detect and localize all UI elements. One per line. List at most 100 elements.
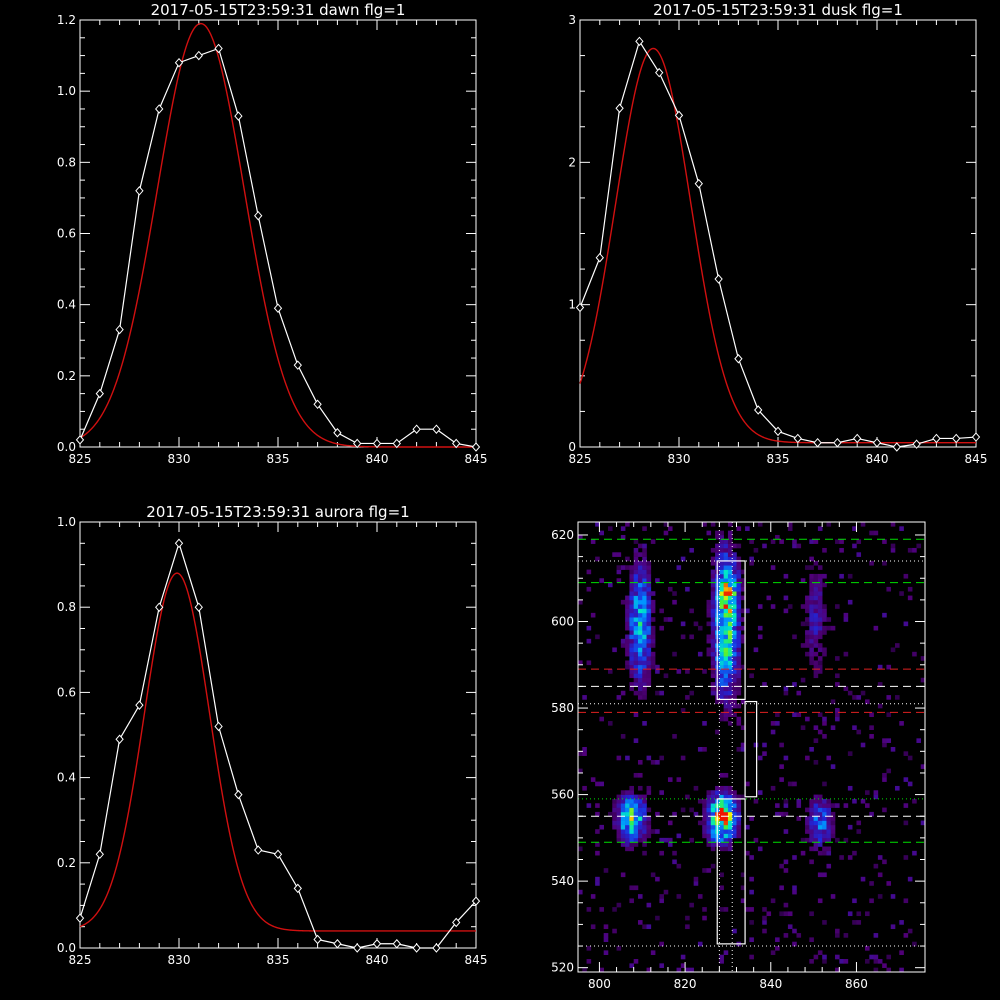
heatmap-cell — [817, 604, 823, 609]
heatmap-cell — [805, 651, 810, 657]
heatmap-cell — [637, 686, 643, 692]
heatmap-cell — [625, 811, 630, 817]
heatmap-cell — [590, 777, 596, 782]
heatmap-cell — [625, 522, 630, 527]
heatmap-cell — [706, 651, 712, 657]
y-tick-label: 1.2 — [57, 13, 76, 27]
heatmap-cell — [830, 803, 836, 808]
heatmap-cell — [637, 664, 643, 670]
heatmap-cell — [629, 664, 634, 670]
heatmap-cell — [723, 824, 729, 830]
heatmap-cell — [873, 863, 879, 869]
heatmap-cell — [907, 928, 913, 934]
heatmap-cell — [727, 790, 733, 795]
heatmap-cell — [719, 959, 724, 964]
heatmap-cell — [813, 660, 819, 666]
heatmap-cell — [642, 578, 647, 583]
heatmap-cell — [869, 734, 874, 739]
heatmap-cell — [676, 777, 682, 782]
region-box — [744, 700, 758, 798]
heatmap-cell — [727, 846, 733, 852]
observed-point — [95, 849, 104, 860]
heatmap-cell — [835, 837, 840, 843]
heatmap-cell — [822, 850, 827, 856]
heatmap-cell — [672, 811, 677, 817]
heatmap-cell — [813, 621, 819, 627]
heatmap-cell — [873, 933, 879, 938]
heatmap-cell — [612, 647, 617, 653]
y-tick-label: 0.2 — [57, 369, 76, 383]
heatmap-cell — [719, 573, 724, 579]
heatmap-cell — [685, 586, 690, 592]
y-tick-label: 1.0 — [57, 515, 76, 529]
heatmap-cell — [719, 634, 724, 640]
heatmap-cell — [599, 967, 604, 973]
heatmap-cell — [633, 837, 639, 843]
heatmap-cell — [749, 556, 754, 562]
heatmap-cell — [637, 612, 643, 618]
heatmap-cell — [899, 591, 904, 596]
heatmap-cell — [736, 703, 742, 709]
heatmap-cell — [822, 582, 827, 588]
heatmap-cell — [727, 807, 733, 813]
heatmap-cell — [642, 807, 647, 813]
heatmap-cell — [719, 824, 724, 830]
heatmap-cell — [637, 569, 643, 575]
heatmap-cell — [813, 539, 819, 544]
heatmap-cell — [783, 686, 789, 692]
heatmap-cell — [723, 560, 729, 566]
heatmap-cell — [723, 604, 729, 609]
heatmap-cell — [637, 656, 643, 661]
heatmap-cell — [659, 608, 664, 614]
heatmap-cell — [582, 751, 587, 756]
heatmap-cell — [620, 872, 626, 878]
heatmap-cell — [877, 872, 883, 878]
x-tick-label: 840 — [366, 452, 389, 466]
heatmap-cell — [715, 543, 720, 549]
heatmap-cell — [805, 837, 810, 843]
heatmap-cell — [642, 560, 647, 566]
heatmap-cell — [736, 643, 742, 648]
heatmap-cell — [886, 712, 892, 718]
heatmap-cell — [646, 829, 652, 834]
heatmap-cell — [586, 803, 592, 808]
heatmap-cell — [723, 907, 729, 912]
heatmap-cell — [637, 682, 643, 687]
heatmap-cell — [813, 837, 819, 843]
heatmap-cell — [710, 617, 716, 622]
heatmap-cell — [873, 790, 879, 795]
heatmap-cell — [697, 747, 703, 752]
heatmap-cell — [805, 604, 810, 609]
heatmap-cell — [736, 578, 742, 583]
heatmap-cell — [912, 547, 917, 553]
heatmap-cell — [770, 721, 776, 726]
heatmap-cell — [633, 578, 639, 583]
heatmap-cell — [612, 552, 617, 557]
heatmap-cell — [637, 543, 643, 549]
heatmap-cell — [736, 604, 742, 609]
heatmap-cell — [809, 578, 814, 583]
heatmap-cell — [813, 612, 819, 618]
heatmap-cell — [860, 522, 866, 527]
heatmap-cell — [672, 850, 677, 856]
heatmap-cell — [625, 820, 630, 826]
heatmap-cell — [719, 651, 724, 657]
observed-point — [452, 438, 461, 449]
heatmap-cell — [629, 586, 634, 592]
heatmap-cell — [830, 625, 836, 631]
heatmap-cell — [770, 604, 776, 609]
heatmap-cell — [710, 790, 716, 795]
heatmap-cell — [578, 889, 583, 895]
heatmap-cell — [865, 911, 870, 917]
heatmap-cell — [719, 785, 724, 791]
heatmap-cell — [727, 690, 733, 696]
heatmap-cell — [839, 959, 844, 964]
heatmap-cell — [736, 829, 742, 834]
heatmap-cell — [732, 586, 737, 592]
heatmap-cell — [817, 612, 823, 618]
heatmap-cell — [710, 522, 716, 527]
heatmap-cell — [702, 915, 707, 921]
heatmap-cell — [633, 539, 639, 544]
heatmap-cell — [727, 539, 733, 544]
heatmap-cell — [689, 902, 694, 908]
